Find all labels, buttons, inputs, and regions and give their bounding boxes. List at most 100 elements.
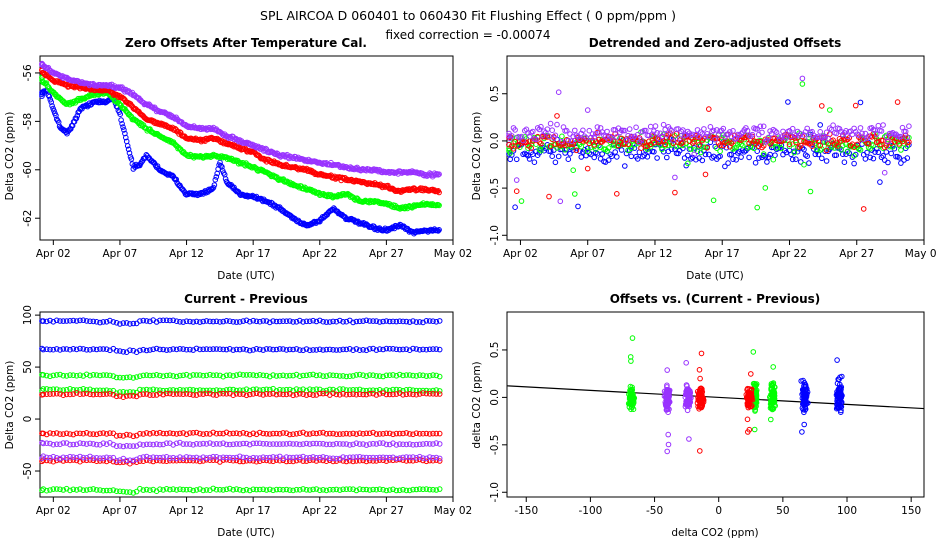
point-purple [567,131,573,137]
point-purple [594,124,601,130]
point-blue [605,157,612,163]
point-red [413,391,420,398]
point-blue [634,156,641,162]
point-red [103,391,110,397]
point-green [127,389,133,395]
point-purple [386,454,393,461]
point-blue [396,318,403,325]
point-green [898,147,904,153]
point-blue [283,318,290,325]
point-blue [70,317,77,324]
point-blue [591,154,598,161]
point-green [183,486,190,493]
point-blue [356,347,363,354]
point-green [250,486,256,493]
point-purple [576,136,583,142]
point-green [350,373,356,379]
point-purple [263,441,270,447]
y-tick-label-0: -1.0 [489,482,501,503]
point-blue [307,318,313,325]
point-purple [303,455,310,461]
point-blue [73,115,80,122]
point-blue [403,346,410,353]
point-green [373,373,380,379]
point-purple [410,442,416,448]
y-tick-label-0: -50 [22,462,34,479]
point-blue [167,347,173,353]
point-green [363,373,370,379]
point-green [197,372,203,378]
point-blue [588,151,594,158]
point-purple [687,391,693,397]
point-green [799,81,806,87]
point-blue [413,346,420,352]
point-purple [390,454,396,461]
point-red [330,458,336,465]
point-red [383,458,390,464]
point-red [57,391,63,397]
point-green [233,387,240,394]
point-green [260,486,267,493]
point-purple [230,441,236,448]
point-blue [40,318,47,324]
point-purple [220,440,226,447]
point-red [237,391,243,397]
point-green [323,373,330,379]
point-red [230,457,236,464]
point-red [317,430,323,436]
x-tick-label-1: Apr 07 [102,505,137,517]
point-red [373,392,380,398]
point-green [330,486,336,493]
point-red [506,142,512,148]
point-purple [177,439,183,446]
point-green [400,486,406,493]
point-purple [533,136,539,143]
point-purple [153,454,160,461]
point-blue [675,150,681,157]
y-tick-label-0: -1.0 [489,225,501,246]
point-red [691,138,698,145]
point-blue [73,346,80,353]
point-blue [804,153,811,159]
point-green [50,486,57,492]
point-purple [330,441,336,448]
point-red [697,375,703,382]
point-purple [413,441,420,448]
point-red [436,430,443,437]
point-red [257,429,263,436]
point-purple [277,441,283,447]
point-red [260,392,267,398]
point-purple [664,131,670,138]
point-purple [180,455,186,462]
point-purple [123,443,130,449]
point-purple [376,440,383,446]
point-blue [651,149,657,155]
point-purple [250,454,256,461]
point-red [77,430,83,437]
point-red [170,430,176,437]
point-purple [363,454,370,461]
point-red [80,391,87,397]
point-green [140,487,147,493]
point-blue [867,154,874,161]
point-purple [317,454,323,461]
point-blue [77,345,83,352]
point-purple [691,151,698,158]
point-red [403,391,410,398]
point-blue [789,156,796,163]
point-blue [100,319,107,325]
point-purple [347,454,353,461]
x-tick-label-4: Apr 22 [302,248,337,260]
point-green [406,487,413,494]
point-purple [665,431,672,438]
point-purple [113,457,120,464]
point-green [187,486,193,493]
point-blue [323,346,330,353]
point-red [270,430,276,437]
panel-detrended-offsets-title: Detrended and Zero-adjusted Offsets [589,36,842,50]
point-green [243,372,250,378]
point-red [657,138,664,145]
point-green [353,487,360,494]
point-green [183,387,190,393]
point-purple [370,454,376,461]
